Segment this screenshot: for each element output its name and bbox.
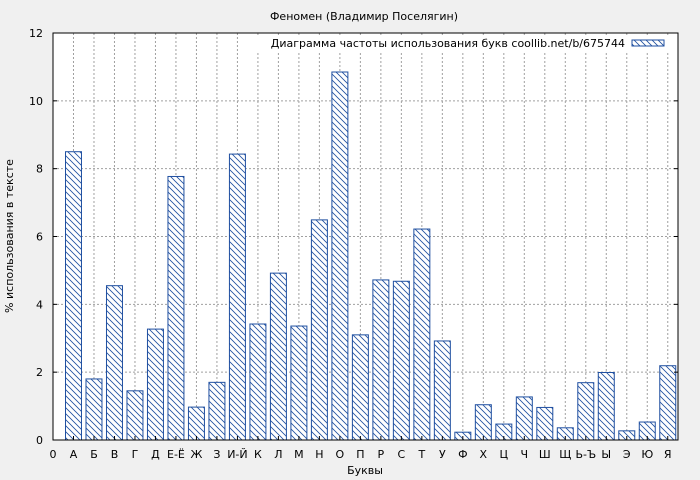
x-tick-label: К <box>254 448 262 461</box>
legend-entry-label: Диаграмма частоты использования букв coo… <box>271 37 625 50</box>
y-tick-label: 8 <box>36 163 43 176</box>
bar <box>228 153 246 441</box>
bar <box>167 175 185 441</box>
x-tick-label: Щ <box>559 448 571 461</box>
x-tick-label: П <box>356 448 364 461</box>
x-tick-label: Р <box>378 448 385 461</box>
bar <box>351 334 369 441</box>
bar <box>597 372 615 441</box>
y-tick-label: 12 <box>29 27 43 40</box>
x-tick-label: Б <box>90 448 98 461</box>
y-axis-ticks: 0 2 4 6 8 10 12 <box>29 27 678 447</box>
x-tick-label: Т <box>417 448 425 461</box>
y-tick-label: 4 <box>36 298 43 311</box>
x-tick-label: Ш <box>539 448 551 461</box>
x-tick-label: И-Й <box>227 448 247 461</box>
x-origin-label: 0 <box>50 448 57 461</box>
y-tick-label: 2 <box>36 366 43 379</box>
x-tick-label: Х <box>480 448 488 461</box>
x-tick-label: Л <box>274 448 282 461</box>
y-axis-label: % использования в тексте <box>3 159 16 313</box>
bar <box>85 378 103 441</box>
bar <box>515 396 533 441</box>
bar <box>392 280 410 441</box>
chart-title: Феномен (Владимир Поселягин) <box>270 10 458 23</box>
bar <box>187 406 205 441</box>
x-tick-label: Ч <box>521 448 529 461</box>
legend-swatch <box>631 39 665 47</box>
x-tick-label: Э <box>623 448 631 461</box>
bar <box>331 71 349 441</box>
x-tick-label: Г <box>132 448 139 461</box>
bar <box>249 323 267 441</box>
bar <box>433 340 451 441</box>
x-tick-label: О <box>336 448 345 461</box>
x-tick-label: Ф <box>458 448 467 461</box>
x-tick-label: У <box>439 448 446 461</box>
x-axis-ticks: А Б В Г Д Е-Ё Ж З И-Й К Л М Н О П Р С Т У Ф Х Ц Ч Ш Щ Ь-Ъ Ы Э Ю Я <box>70 436 672 461</box>
bar <box>208 381 226 441</box>
bar <box>310 219 328 441</box>
x-tick-label: Ц <box>500 448 509 461</box>
x-tick-label: В <box>111 448 119 461</box>
bar <box>536 406 554 441</box>
bar <box>65 151 82 441</box>
x-tick-label: Ы <box>601 448 611 461</box>
x-tick-label: Ж <box>191 448 203 461</box>
x-tick-label: Н <box>315 448 323 461</box>
x-tick-label: З <box>213 448 220 461</box>
x-tick-label: Д <box>151 448 160 461</box>
x-tick-label: М <box>294 448 304 461</box>
bar <box>105 285 123 441</box>
y-tick-label: 0 <box>36 434 43 447</box>
y-tick-label: 6 <box>36 231 43 244</box>
bar <box>146 328 164 441</box>
bar <box>290 325 308 441</box>
x-tick-label: Ю <box>641 448 653 461</box>
bar <box>126 390 144 441</box>
x-axis-label: Буквы <box>347 464 383 477</box>
bar <box>577 382 595 441</box>
x-tick-label: А <box>70 448 78 461</box>
x-tick-label: С <box>398 448 406 461</box>
legend-background <box>240 35 676 51</box>
bar <box>269 272 287 441</box>
x-tick-label: Я <box>664 448 672 461</box>
x-tick-label: Е-Ё <box>167 448 185 461</box>
legend: Диаграмма частоты использования букв coo… <box>240 35 676 51</box>
y-tick-label: 10 <box>29 95 43 108</box>
bar <box>372 279 390 441</box>
bar <box>413 228 431 441</box>
bar <box>474 404 492 441</box>
x-tick-label: Ь-Ъ <box>575 448 596 461</box>
bar <box>659 365 677 441</box>
